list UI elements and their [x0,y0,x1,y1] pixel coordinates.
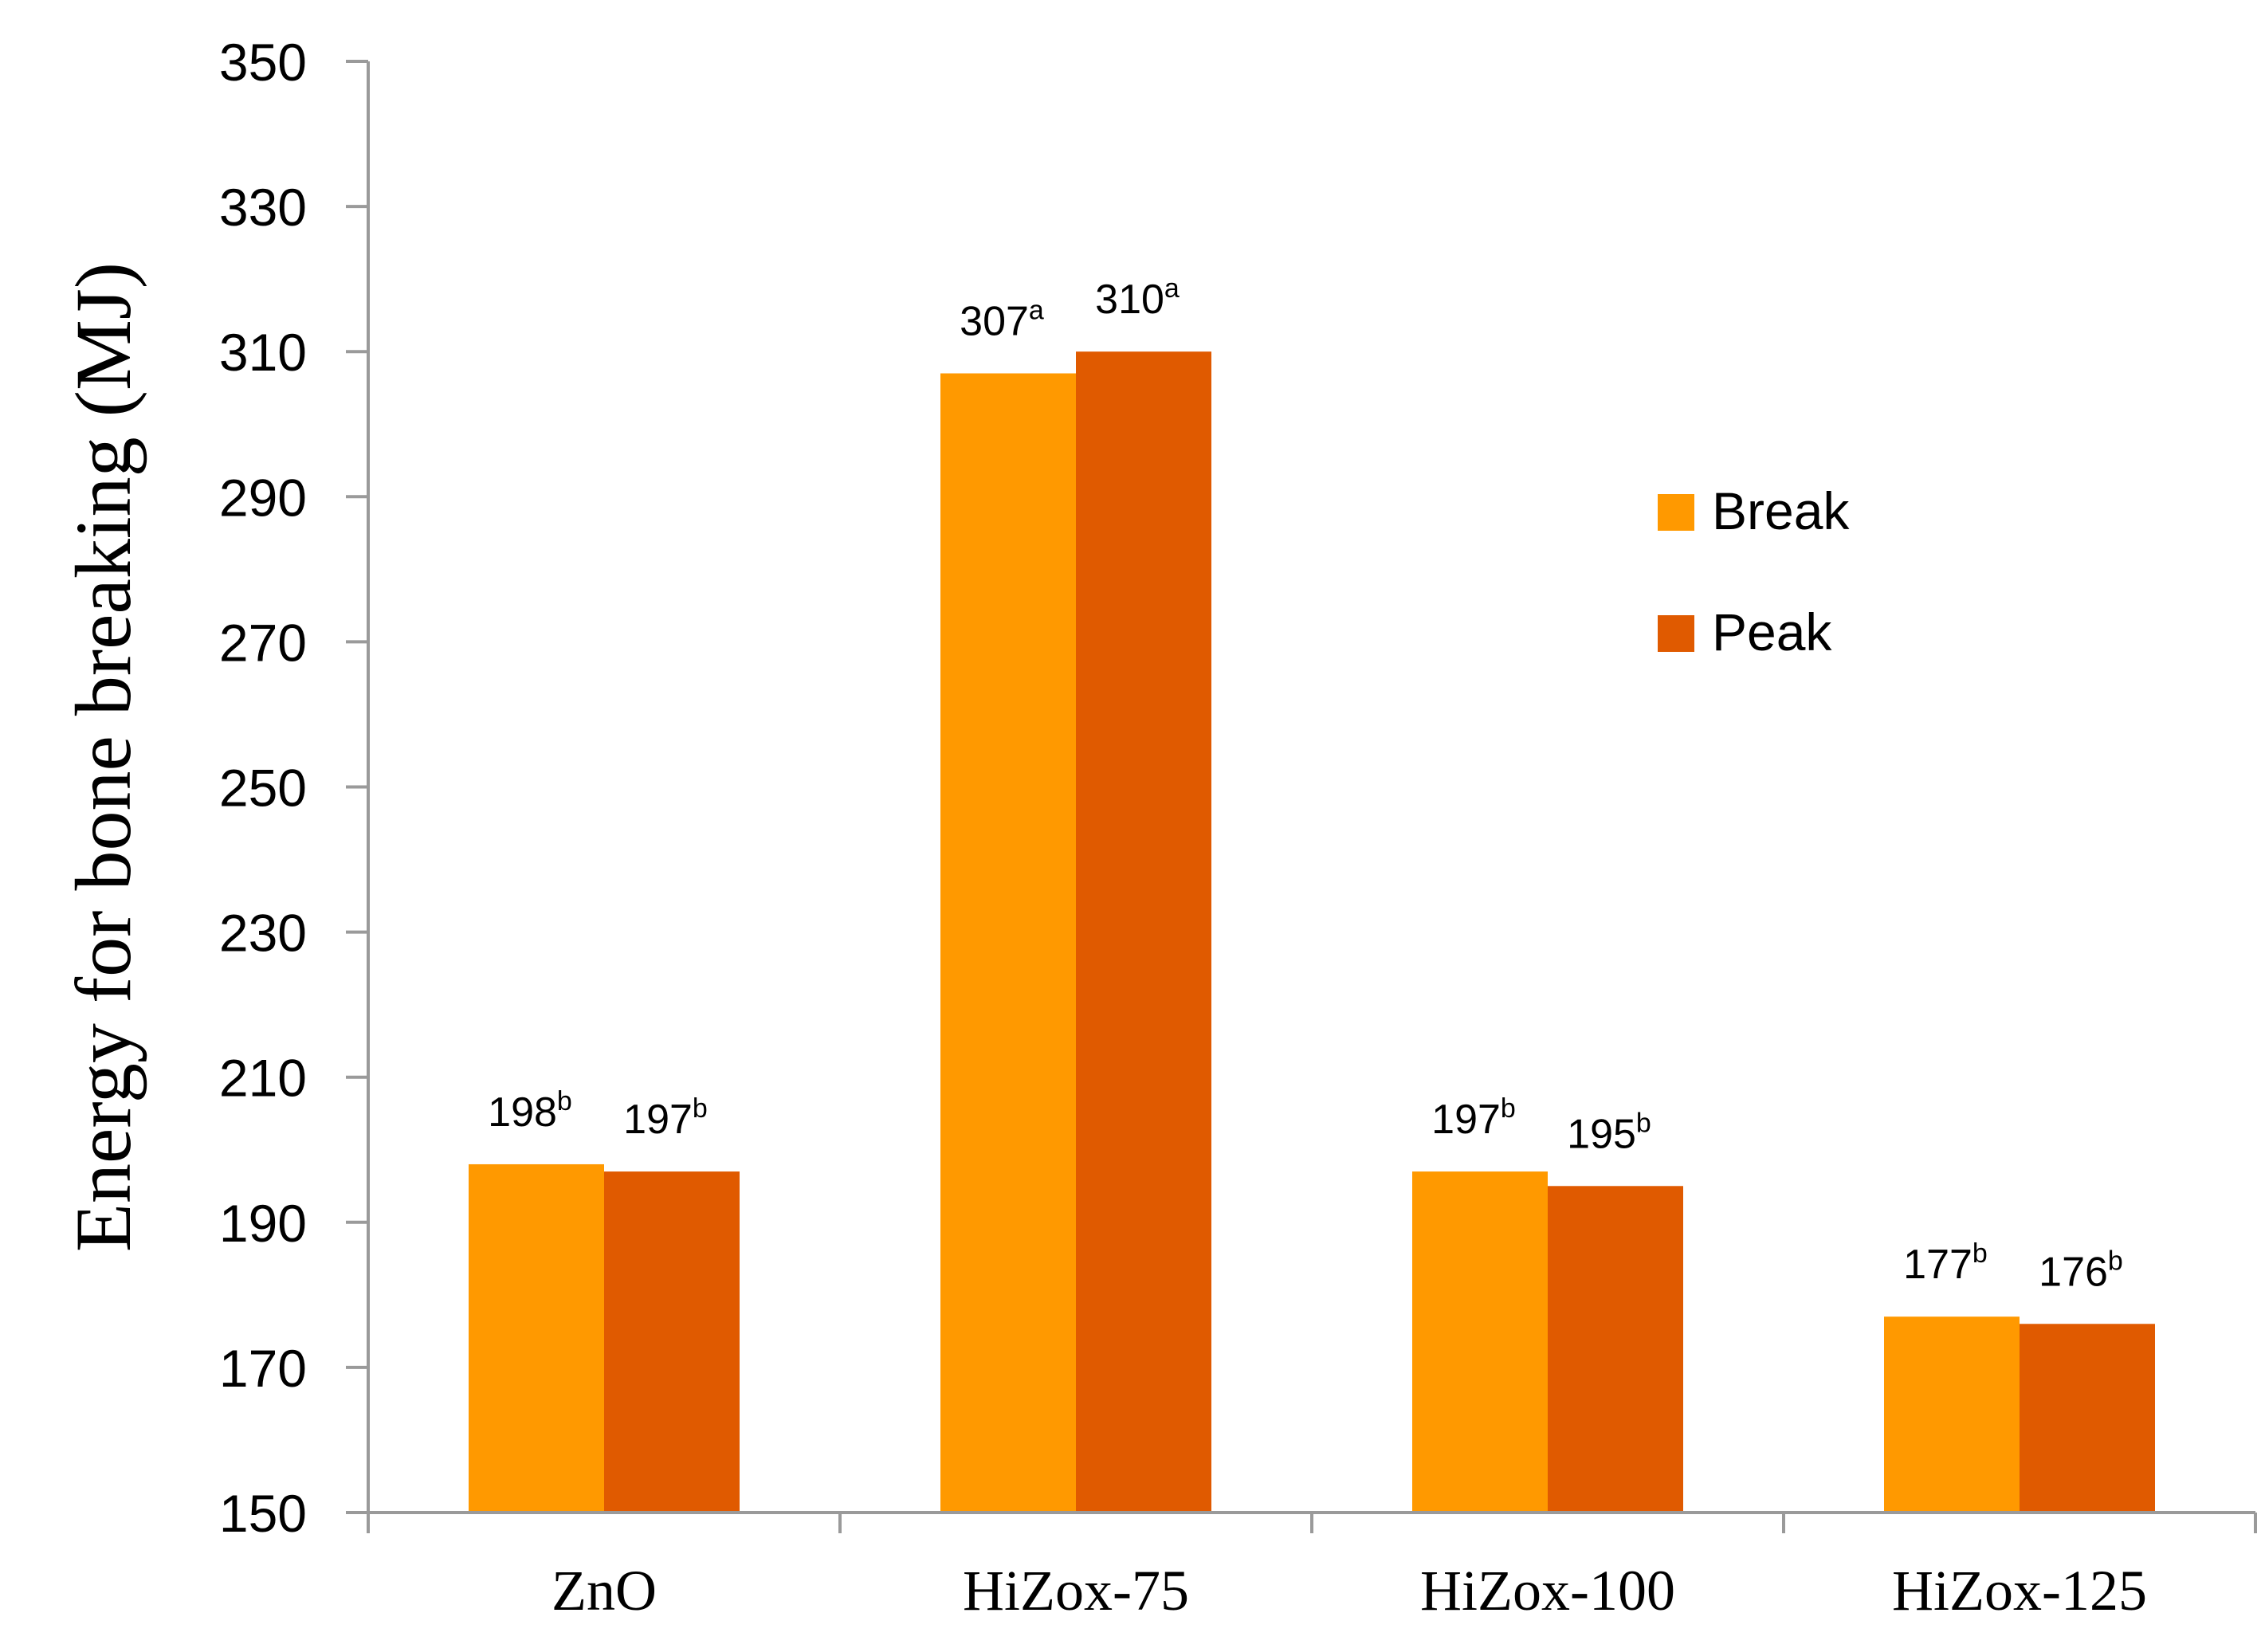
x-category-label: ZnO [552,1559,657,1623]
data-label: 310a [1095,273,1180,323]
y-tick-label: 290 [219,468,307,527]
x-category-label: HiZox-100 [1420,1559,1675,1623]
bar [940,373,1076,1513]
y-axis-ticks: 150 170 190 210 230 250 270 290 310 330 350 [219,33,370,1543]
y-tick-label: 350 [219,33,307,92]
y-tick-label: 250 [219,759,307,818]
data-label: 176b [2039,1246,2123,1295]
legend-label: Peak [1712,602,1832,661]
x-axis: ZnO HiZox-75 HiZox-100 HiZox-125 [367,1511,2257,1623]
bar [1548,1186,1683,1513]
bar [604,1171,740,1513]
data-label: 307a [960,296,1044,345]
legend-swatch [1658,494,1694,531]
bar [469,1163,604,1513]
x-category-label: HiZox-125 [1892,1559,2147,1623]
data-label: 197b [623,1093,708,1143]
x-category-label: HiZox-75 [963,1559,1189,1623]
data-label: 198b [488,1086,572,1136]
bars [469,351,2155,1513]
significance-letter: b [1972,1238,1988,1269]
y-tick-label: 310 [219,323,307,382]
y-tick-label: 230 [219,904,307,963]
y-axis-title: Energy for bone breaking (MJ) [59,262,147,1252]
legend-swatch [1658,615,1694,652]
significance-letter: b [2108,1246,2123,1276]
significance-letter: a [1029,296,1044,326]
bar [2020,1324,2155,1513]
y-tick-label: 190 [219,1194,307,1253]
y-tick-label: 150 [219,1484,307,1543]
bar [1076,351,1211,1513]
significance-letter: b [693,1093,708,1124]
data-label: 177b [1903,1238,1988,1288]
legend: Break Peak [1658,481,1850,661]
significance-letter: b [1636,1108,1651,1138]
significance-letter: b [557,1086,572,1116]
significance-letter: b [1501,1093,1516,1124]
y-tick-label: 330 [219,178,307,237]
data-label: 195b [1567,1108,1651,1157]
data-label: 197b [1431,1093,1516,1143]
significance-letter: a [1164,273,1180,304]
data-labels: 198b 307a 197b 177b 197b 310a 195b 176b [488,273,2123,1295]
bar [1884,1316,2020,1513]
y-tick-label: 170 [219,1339,307,1398]
legend-label: Break [1712,481,1850,540]
y-tick-label: 210 [219,1049,307,1108]
bar [1412,1171,1548,1513]
y-tick-label: 270 [219,613,307,672]
